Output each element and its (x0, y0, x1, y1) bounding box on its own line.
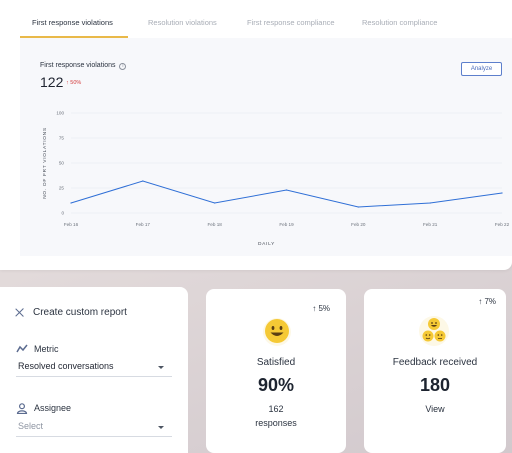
data-point (357, 206, 359, 208)
info-icon[interactable]: i (119, 63, 127, 70)
data-point (142, 180, 144, 182)
stat-sub-count: 162 (268, 404, 284, 414)
analytics-card: First response violations Resolution vio… (20, 8, 512, 256)
line-chart: 0 25 50 75 100 Feb 16 Feb 17 Feb 18 Feb 19 Feb 2… (42, 111, 510, 247)
emoji-group-icon (419, 316, 449, 346)
arrow-up-icon: ↑ (478, 297, 483, 306)
metric-label-text: Metric (34, 344, 59, 354)
assignee-select[interactable]: Select (16, 419, 172, 437)
view-link[interactable]: View (425, 404, 445, 414)
tab-resolution-violations[interactable]: Resolution violations (148, 18, 217, 27)
y-tick-label: 0 (61, 211, 64, 216)
active-tab-indicator (20, 36, 128, 38)
data-point (70, 202, 72, 204)
stat-label: Feedback received (392, 357, 478, 368)
x-tick-label: Feb 22 (495, 222, 510, 227)
chart-change-value: 50% (70, 80, 82, 86)
x-tick-label: Feb 16 (64, 222, 79, 227)
x-tick-label: Feb 19 (279, 222, 294, 227)
chart-change: ↑ 50% (66, 80, 81, 86)
stat-sub-label: responses (255, 418, 297, 428)
report-header: Create custom report (15, 307, 127, 318)
tab-bar: First response violations Resolution vio… (20, 8, 492, 38)
y-axis-label: NO. OF FRT VIOLATIONS (42, 127, 48, 198)
y-tick-label: 25 (59, 186, 65, 191)
x-tick-label: Feb 18 (208, 222, 223, 227)
metric-label: Metric (16, 344, 59, 354)
chart-title: First response violations i (40, 62, 127, 70)
user-icon (16, 403, 28, 415)
satisfied-stat-card: ↑ 5% Satisfied 90% 162 responses (206, 289, 346, 453)
assignee-select-placeholder: Select (18, 421, 44, 431)
stat-change-value: 5% (318, 304, 330, 313)
stat-value: 90% (257, 375, 295, 395)
custom-report-panel: Create custom report Metric Resolved con… (0, 287, 188, 453)
tab-resolution-compliance[interactable]: Resolution compliance (362, 18, 438, 27)
report-title: Create custom report (33, 307, 127, 318)
x-tick-label: Feb 20 (351, 222, 366, 227)
chevron-down-icon (158, 426, 164, 429)
analyze-button[interactable]: Analyze (461, 62, 502, 76)
feedback-stat-card: ↑ 7% Feedback received 180 View (364, 289, 506, 453)
chevron-down-icon (158, 366, 164, 369)
stat-label: Satisfied (256, 357, 296, 368)
chart-total-value: 122 (40, 74, 64, 90)
tab-first-response-compliance[interactable]: First response compliance (247, 18, 335, 27)
tab-first-response-violations[interactable]: First response violations (32, 18, 113, 27)
assignee-label-text: Assignee (34, 403, 72, 413)
x-tick-label: Feb 17 (136, 222, 151, 227)
metric-select-value: Resolved conversations (18, 361, 114, 371)
arrow-up-icon: ↑ (312, 304, 317, 313)
data-point (285, 189, 288, 191)
close-icon[interactable] (15, 308, 25, 318)
data-point (501, 192, 503, 194)
y-tick-label: 50 (59, 161, 65, 166)
assignee-label: Assignee (16, 403, 72, 415)
stat-change: ↑ 5% (312, 304, 330, 313)
chart-title-text: First response violations (40, 62, 116, 69)
data-point (429, 202, 431, 204)
arrow-up-icon: ↑ (66, 80, 69, 86)
smiley-emoji-icon (263, 318, 291, 346)
x-axis-label: DAILY (258, 241, 275, 247)
y-tick-label: 100 (56, 111, 64, 116)
y-tick-label: 75 (59, 136, 65, 141)
stat-change: ↑ 7% (478, 297, 496, 306)
x-tick-label: Feb 21 (423, 222, 438, 227)
chart-panel: First response violations i 122 ↑ 50% An… (20, 38, 512, 256)
stat-value: 180 (419, 375, 451, 395)
line-chart-icon (16, 344, 28, 354)
data-point (214, 202, 216, 204)
metric-select[interactable]: Resolved conversations (16, 359, 172, 377)
series-line (70, 180, 503, 208)
stat-change-value: 7% (484, 297, 496, 306)
